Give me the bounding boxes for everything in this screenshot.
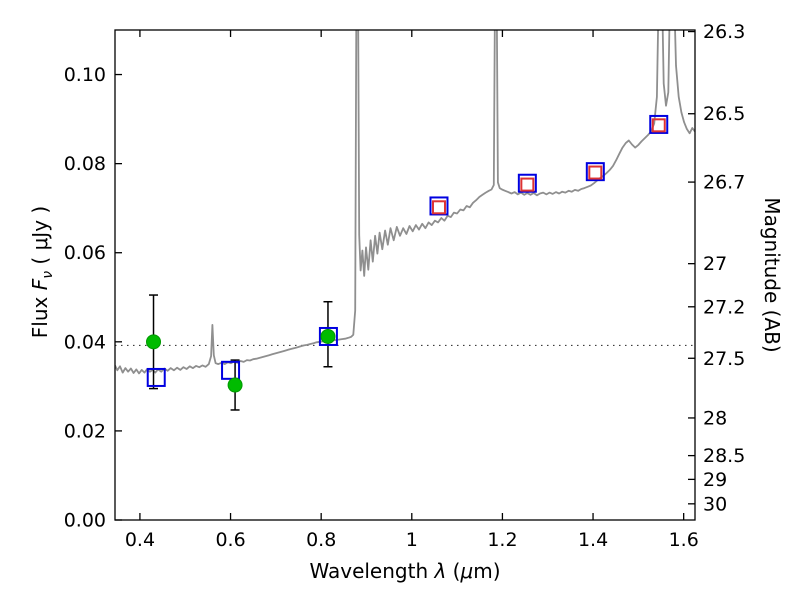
xlabel-mu: μ	[460, 559, 474, 583]
y-tick-label-left: 0.08	[64, 153, 106, 175]
y-tick-label-right: 28	[703, 407, 727, 429]
x-tick-label: 1.2	[487, 529, 517, 551]
blue-square-marker	[649, 114, 669, 134]
y-tick-label-left: 0.02	[64, 420, 106, 442]
red-square-marker	[520, 177, 535, 192]
y-tick-label-left: 0.06	[64, 242, 106, 264]
blue-square-marker	[517, 173, 537, 193]
ylabel-part: ( μJy )	[28, 205, 52, 271]
ylabel-nu: ν	[40, 270, 56, 279]
green-circle-marker	[320, 328, 336, 344]
y-axis-label-left: Flux Fν ( μJy )	[28, 206, 56, 338]
x-tick-label: 1	[406, 529, 418, 551]
x-tick-label: 1.6	[669, 529, 699, 551]
blue-square-marker	[146, 367, 166, 387]
y-tick-label-right: 27.5	[703, 348, 745, 370]
blue-square-marker	[429, 196, 449, 216]
xlabel-part: (	[446, 559, 461, 583]
y-tick-label-right: 27	[703, 253, 727, 275]
y-tick-label-right: 27.2	[703, 296, 745, 318]
y-tick-label-left: 0.00	[64, 510, 106, 532]
plot-frame	[114, 29, 696, 521]
xlabel-lambda: λ	[434, 559, 447, 583]
blue-square-marker	[318, 326, 338, 346]
blue-square-marker	[585, 162, 605, 182]
y-tick-label-left: 0.10	[64, 64, 106, 86]
green-circle-marker	[227, 377, 243, 393]
y-tick-label-right: 28.5	[703, 445, 745, 467]
y-tick-label-right: 30	[703, 493, 727, 515]
red-square-marker	[431, 200, 446, 215]
y-tick-label-right: 26.5	[703, 103, 745, 125]
y-tick-label-right: 26.3	[703, 21, 745, 43]
red-square-marker	[651, 118, 666, 133]
x-tick-label: 0.6	[215, 529, 245, 551]
green-circle-marker	[146, 334, 162, 350]
x-tick-label: 0.4	[125, 529, 155, 551]
xlabel-part: Wavelength	[309, 559, 435, 583]
ylabel-part: Flux	[28, 290, 52, 339]
blue-square-marker	[221, 360, 241, 380]
red-square-marker	[588, 165, 603, 180]
x-axis-label: Wavelength λ (μm)	[309, 559, 500, 583]
x-tick-label: 0.8	[306, 529, 336, 551]
ylabel-nu-subscript: ν	[40, 271, 56, 279]
y-tick-label-right: 26.7	[703, 172, 745, 194]
xlabel-part: m)	[473, 559, 501, 583]
y-axis-label-right: Magnitude (AB)	[760, 197, 784, 353]
y-tick-label-left: 0.04	[64, 331, 106, 353]
x-tick-label: 1.4	[578, 529, 608, 551]
ylabel-flux-symbol: F	[28, 278, 52, 291]
y-tick-label-right: 29	[703, 469, 727, 491]
